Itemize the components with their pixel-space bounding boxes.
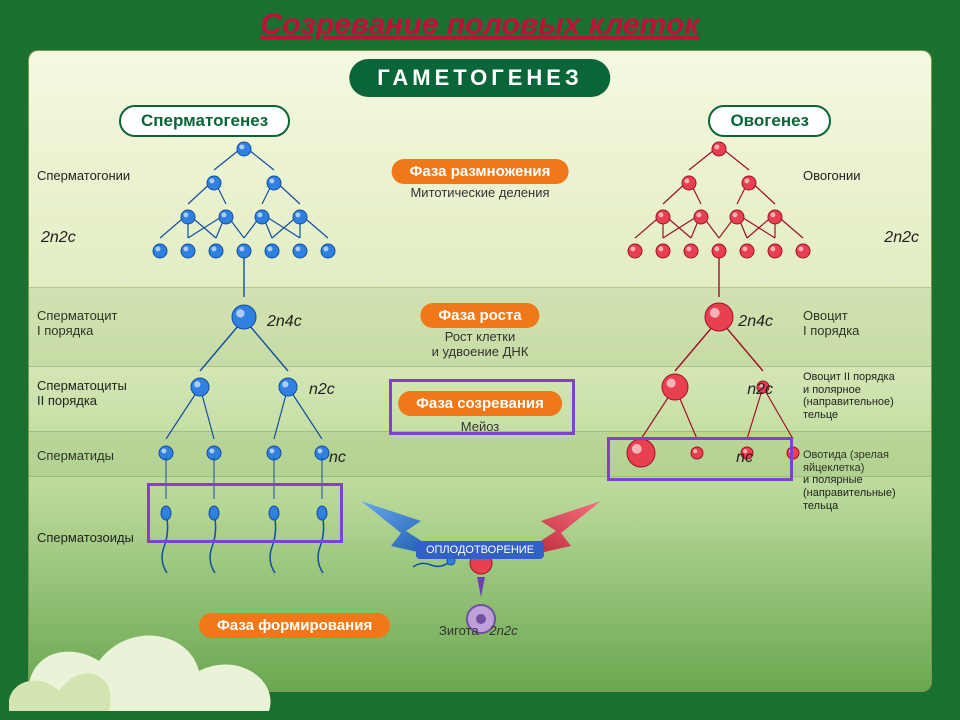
left-r3-ploidy: n2c: [309, 381, 335, 399]
zygote-label: Зигота 2n2c: [439, 623, 518, 638]
chart-area: ГАМЕТОГЕНЕЗ Сперматогенез Овогенез Фаза …: [28, 50, 932, 692]
highlight-left: [147, 483, 343, 543]
oogenesis-tree: [559, 141, 879, 561]
phase-1-pill: Фаза размножения: [392, 159, 569, 184]
main-label: ГАМЕТОГЕНЕЗ: [349, 59, 610, 97]
phase-1-sub: Митотические деления: [410, 185, 549, 200]
fertilization-label: ОПЛОДОТВОРЕНИЕ: [416, 541, 544, 559]
zygote-text: Зигота: [439, 623, 479, 638]
left-r1-ploidy: 2n2c: [41, 229, 76, 247]
phase-2-sub: Рост клетки и удвоение ДНК: [432, 329, 529, 359]
left-r4-ploidy: nc: [329, 449, 346, 467]
left-r2-ploidy: 2n4c: [267, 313, 302, 331]
page-title: Созревание половых клеток: [0, 8, 960, 42]
right-r1-ploidy: 2n2c: [884, 229, 919, 247]
right-r2-ploidy: 2n4c: [738, 313, 773, 331]
col-header-left: Сперматогенез: [119, 105, 290, 137]
right-r3-ploidy: n2c: [747, 381, 773, 399]
highlight-right: [607, 437, 793, 481]
phase-4-pill: Фаза формирования: [199, 613, 390, 638]
zygote-ploidy: 2n2c: [489, 623, 517, 638]
col-header-right: Овогенез: [708, 105, 831, 137]
highlight-center: [389, 379, 575, 435]
phase-2-pill: Фаза роста: [420, 303, 539, 328]
